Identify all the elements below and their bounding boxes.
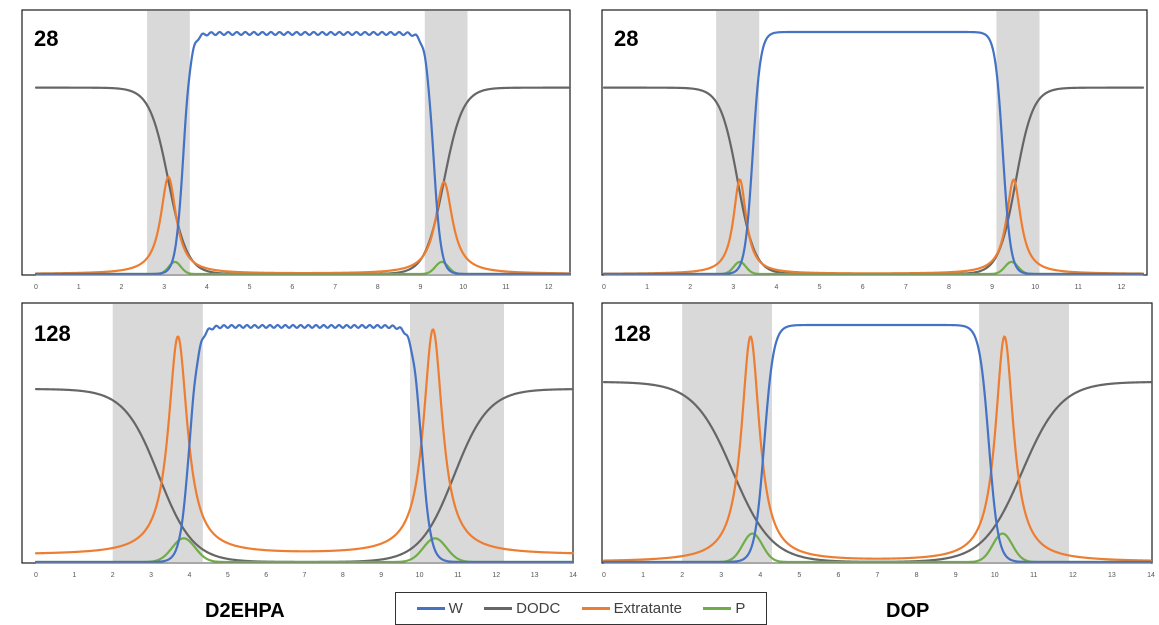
interface-zone-2 (409, 304, 504, 562)
x-tick-label: 1 (641, 572, 645, 579)
x-tick-label: 1 (645, 284, 649, 291)
panel-frame (21, 9, 571, 276)
x-tick-label: 7 (876, 572, 880, 579)
legend-label-w: W (448, 600, 463, 617)
legend-item-extratante: Extratante (581, 600, 682, 617)
x-tick-label: 0 (602, 572, 606, 579)
x-tick-label: 11 (454, 572, 461, 579)
x-tick-label: 12 (545, 284, 553, 291)
x-tick-label: 13 (531, 572, 539, 579)
x-tick-label: 10 (459, 284, 467, 291)
legend-swatch-dodc (484, 607, 513, 610)
legend-swatch-p (703, 607, 732, 610)
x-tick-label: 13 (1108, 572, 1116, 579)
x-tick-label: 2 (119, 284, 123, 291)
x-tick-label: 9 (954, 572, 958, 579)
x-tick-label: 8 (947, 284, 951, 291)
x-tick-label: 5 (818, 284, 822, 291)
x-tick-label: 2 (680, 572, 684, 579)
series-w (34, 30, 572, 276)
panel-frame (601, 9, 1148, 276)
x-tick-label: 8 (341, 572, 345, 579)
x-tick-label: 6 (861, 284, 865, 291)
x-tick-label: 12 (1069, 572, 1077, 579)
x-tick-label: 5 (248, 284, 252, 291)
x-tick-label: 0 (602, 284, 606, 291)
x-tick-label: 6 (264, 572, 268, 579)
x-tick-label: 11 (502, 284, 509, 291)
x-tick-label: 3 (149, 572, 153, 579)
legend-swatch-extratante (581, 607, 610, 610)
x-tick-label: 2 (111, 572, 115, 579)
x-tick-label: 8 (915, 572, 919, 579)
x-tick-label: 4 (775, 284, 779, 291)
legend-label-dodc: DODC (516, 600, 561, 617)
legend: W DODC Extratante P (395, 592, 767, 625)
x-tick-label: 14 (569, 572, 577, 579)
panel-label: 128 (614, 321, 651, 346)
series-extratante (34, 328, 575, 555)
x-tick-label: 1 (72, 572, 76, 579)
x-tick-label: 9 (379, 572, 383, 579)
legend-label-extratante: Extratante (613, 600, 682, 617)
series-w (34, 323, 575, 564)
legend-item-dodc: DODC (484, 600, 560, 617)
x-tick-label: 5 (226, 572, 230, 579)
x-tick-label: 4 (205, 284, 209, 291)
legend-label-p: P (735, 600, 746, 617)
x-tick-label: 11 (1075, 284, 1082, 291)
panel-label: 28 (614, 26, 638, 51)
x-tick-label: 6 (836, 572, 840, 579)
x-tick-label: 3 (719, 572, 723, 579)
legend-item-p: P (703, 600, 745, 617)
x-tick-label: 7 (333, 284, 337, 291)
legend-swatch-w (416, 607, 445, 610)
x-tick-label: 3 (162, 284, 166, 291)
x-tick-label: 0 (34, 572, 38, 579)
x-tick-label: 7 (303, 572, 307, 579)
interface-zone-2 (979, 304, 1069, 562)
panel-label: 128 (34, 321, 71, 346)
x-tick-label: 10 (416, 572, 424, 579)
x-tick-label: 6 (290, 284, 294, 291)
x-tick-label: 10 (991, 572, 999, 579)
x-tick-label: 9 (990, 284, 994, 291)
x-tick-label: 11 (1030, 572, 1037, 579)
x-tick-label: 8 (376, 284, 380, 291)
series-w (602, 323, 1153, 564)
x-tick-label: 4 (758, 572, 762, 579)
extractant-title-left: D2EHPA (205, 600, 285, 622)
x-tick-label: 4 (187, 572, 191, 579)
x-tick-label: 7 (904, 284, 908, 291)
interface-zone-1 (716, 11, 760, 274)
extractant-title-right: DOP (886, 600, 930, 622)
x-tick-label: 5 (797, 572, 801, 579)
series-w (602, 30, 1145, 276)
x-tick-label: 10 (1031, 284, 1039, 291)
x-tick-label: 2 (688, 284, 692, 291)
series-extratante (602, 335, 1153, 562)
x-tick-label: 0 (34, 284, 38, 291)
x-tick-label: 9 (419, 284, 423, 291)
x-tick-label: 3 (731, 284, 735, 291)
x-tick-label: 1 (77, 284, 81, 291)
panel-label: 28 (34, 26, 58, 51)
legend-item-w: W (416, 600, 463, 617)
x-tick-label: 12 (492, 572, 500, 579)
interface-zone-1 (147, 11, 190, 274)
x-tick-label: 14 (1147, 572, 1155, 579)
x-tick-label: 12 (1118, 284, 1126, 291)
